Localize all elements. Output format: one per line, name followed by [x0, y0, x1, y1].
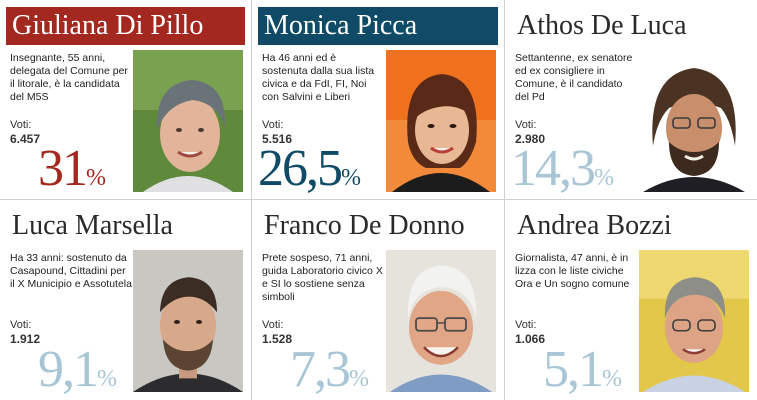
votes-label: Voti: — [515, 119, 537, 131]
candidate-photo — [639, 50, 749, 192]
candidate-photo — [133, 250, 243, 392]
percent-number: 14,3 — [511, 140, 596, 197]
candidate-name: Athos De Luca — [517, 10, 687, 41]
candidate-name: Luca Marsella — [12, 210, 173, 241]
candidate-name: Giuliana Di Pillo — [6, 7, 245, 45]
candidate-card-marsella: Luca Marsella Ha 33 anni: sostenuto da C… — [0, 200, 252, 400]
candidate-card-di-pillo: Giuliana Di Pillo Insegnante, 55 anni, d… — [0, 0, 252, 200]
percent-number: 5,1 — [543, 341, 604, 398]
candidate-card-de-donno: Franco De Donno Prete sospeso, 71 anni, … — [252, 200, 505, 400]
percent-sign: % — [602, 366, 622, 392]
votes-value: 1.066 — [515, 332, 546, 346]
vote-percentage: 9,1% — [38, 344, 117, 396]
votes-label: Voti: — [262, 319, 284, 331]
votes-label: Voti: — [262, 119, 284, 131]
vote-percentage: 14,3% — [511, 143, 614, 195]
percent-sign: % — [97, 366, 117, 392]
vote-percentage: 5,1% — [543, 344, 622, 396]
candidate-photo — [386, 250, 496, 392]
vote-percentage: 7,3% — [290, 344, 369, 396]
votes-label: Voti: — [10, 319, 32, 331]
percent-sign: % — [594, 165, 614, 191]
percent-number: 7,3 — [290, 341, 351, 398]
candidate-card-de-luca: Athos De Luca Settantenne, ex senatore e… — [505, 0, 757, 200]
candidate-description: Ha 46 anni ed è sostenuta dalla sua list… — [262, 52, 375, 103]
candidate-description: Prete sospeso, 71 anni, guida Laboratori… — [262, 252, 383, 303]
candidate-card-picca: Monica Picca Ha 46 anni ed è sostenuta d… — [252, 0, 505, 200]
percent-sign: % — [86, 165, 106, 191]
votes-label: Voti: — [515, 319, 537, 331]
votes-value: 5.516 — [262, 132, 293, 146]
candidate-name: Andrea Bozzi — [517, 210, 672, 241]
candidate-photo — [386, 50, 496, 192]
candidate-description: Ha 33 anni: sostenuto da Casapound, Citt… — [10, 252, 132, 290]
votes-value: 1.912 — [10, 332, 41, 346]
candidate-photo — [133, 50, 243, 192]
percent-number: 26,5 — [258, 140, 343, 197]
votes-value: 6.457 — [10, 132, 41, 146]
candidate-name: Franco De Donno — [264, 210, 465, 241]
candidate-description: Giornalista, 47 anni, è in lizza con le … — [515, 252, 630, 290]
vote-percentage: 31% — [38, 143, 106, 195]
percent-number: 9,1 — [38, 341, 99, 398]
votes-label: Voti: — [10, 119, 32, 131]
vote-percentage: 26,5% — [258, 143, 361, 195]
percent-sign: % — [341, 165, 361, 191]
candidate-card-bozzi: Andrea Bozzi Giornalista, 47 anni, è in … — [505, 200, 757, 400]
percent-number: 31 — [38, 140, 88, 197]
candidate-description: Insegnante, 55 anni, delegata del Comune… — [10, 52, 128, 103]
votes-value: 2.980 — [515, 132, 546, 146]
candidate-photo — [639, 250, 749, 392]
percent-sign: % — [349, 366, 369, 392]
votes-value: 1.528 — [262, 332, 293, 346]
candidate-name: Monica Picca — [258, 7, 498, 45]
candidate-description: Settantenne, ex senatore ed ex consiglie… — [515, 52, 633, 103]
